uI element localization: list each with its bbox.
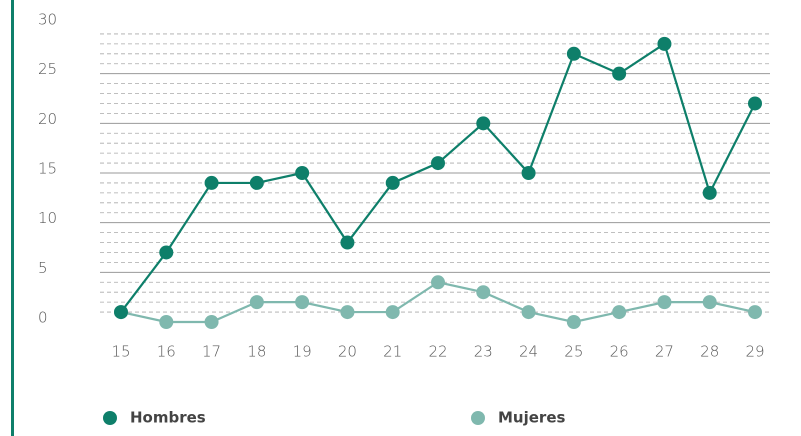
point (566, 46, 581, 61)
point (249, 175, 264, 190)
x-tick-label: 19 (293, 343, 312, 361)
x-tick-label: 26 (610, 343, 629, 361)
x-tick-label: 22 (428, 343, 447, 361)
point (748, 96, 762, 111)
x-tick-label: 27 (655, 343, 674, 361)
point (159, 315, 174, 329)
point (295, 295, 310, 310)
point (385, 305, 400, 320)
x-tick-label: 24 (519, 343, 538, 361)
point (385, 175, 400, 190)
x-tick-label: 20 (338, 343, 357, 361)
point (476, 285, 491, 300)
point (657, 295, 672, 310)
point (702, 185, 717, 200)
point (204, 315, 219, 329)
y-tick-label: 15 (38, 160, 57, 178)
point (431, 275, 445, 290)
x-tick-label: 16 (157, 343, 176, 361)
y-tick-label: 25 (38, 60, 57, 78)
side-bar (11, 0, 14, 436)
legend-label: Hombres (130, 409, 206, 427)
x-tick-label: 18 (247, 343, 266, 361)
x-tick-label: 15 (111, 343, 130, 361)
y-tick-label: 0 (38, 309, 48, 327)
point (295, 166, 310, 180)
point (657, 36, 672, 51)
y-tick-label: 10 (38, 209, 57, 227)
x-tick-label: 25 (564, 343, 583, 361)
point (340, 305, 355, 320)
point (702, 295, 717, 310)
point (159, 245, 174, 260)
point (249, 295, 264, 310)
point (431, 156, 445, 171)
legend-swatch (471, 411, 485, 425)
point (114, 305, 128, 320)
x-tick-label: 21 (383, 343, 402, 361)
y-tick-label: 5 (38, 259, 48, 277)
point (340, 235, 355, 250)
x-tick-label: 17 (202, 343, 221, 361)
x-tick-label: 28 (700, 343, 719, 361)
point (566, 315, 581, 329)
y-tick-label: 20 (38, 110, 57, 128)
point (521, 305, 536, 320)
x-tick-label: 29 (745, 343, 764, 361)
point (521, 166, 536, 180)
y-tick-label: 30 (38, 11, 57, 29)
point (204, 175, 219, 190)
point (748, 305, 762, 320)
x-tick-label: 23 (474, 343, 493, 361)
legend-swatch (103, 411, 117, 425)
point (476, 116, 491, 131)
legend-label: Mujeres (498, 409, 565, 427)
point (612, 66, 627, 81)
point (612, 305, 627, 320)
